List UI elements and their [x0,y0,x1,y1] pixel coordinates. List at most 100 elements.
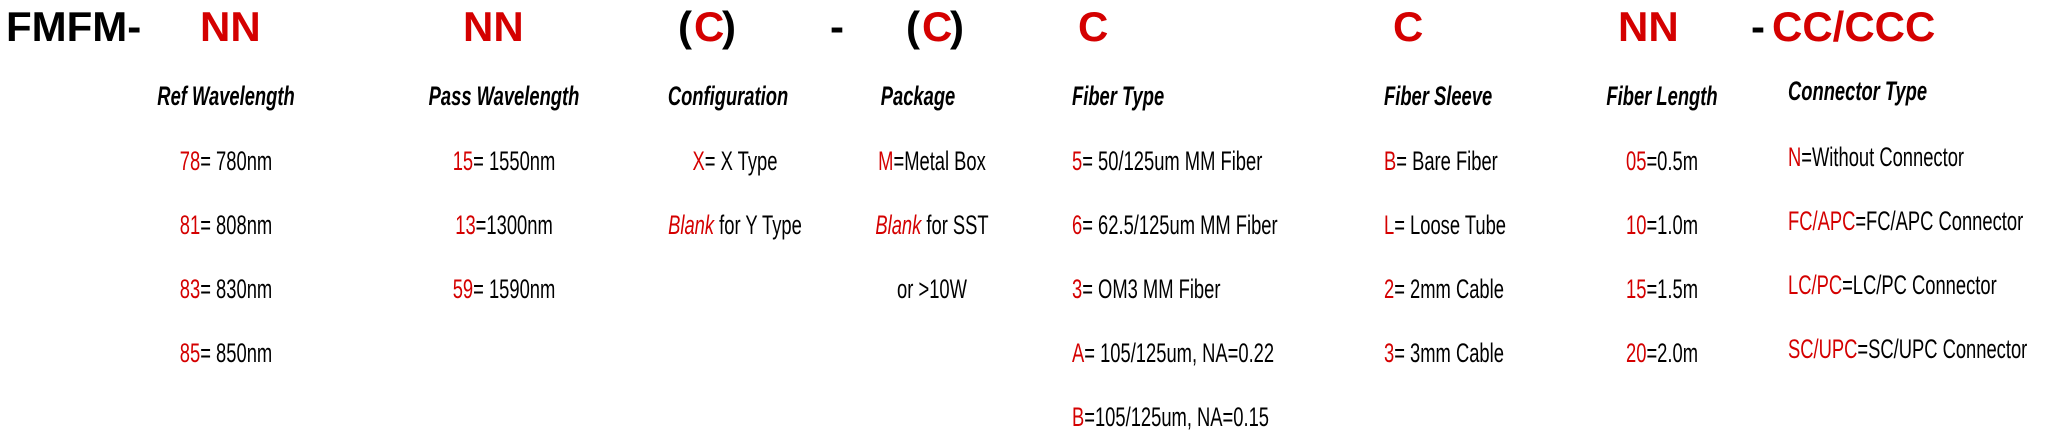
option-code: SC/UPC [1788,334,1858,364]
option-description: = 1550nm [473,146,556,176]
part-number-segment: CC/CCC [1772,3,1936,50]
column-header: Fiber Sleeve [1384,81,1543,111]
option-code: 6 [1072,210,1083,240]
option-code: Blank [668,210,715,240]
option-code: Blank [875,210,922,240]
option-row: SC/UPC=SC/UPC Connector [1788,334,2061,364]
option-description: = 808nm [200,210,273,240]
option-code: 81 [179,210,201,240]
option-code: N [1788,142,1802,172]
option-code: 05 [1626,146,1647,176]
option-row: 2= 2mm Cable [1384,274,1560,304]
option-row: B=105/125um, NA=0.15 [1072,402,1362,432]
option-description: = 780nm [200,146,273,176]
option-row: 20=2.0m [1609,338,1715,368]
column-header-label: Connector Type [1788,76,1928,106]
option-description: =FC/APC Connector [1855,206,2024,236]
option-description: = 2mm Cable [1394,274,1504,304]
option-code: 5 [1072,146,1083,176]
part-number-segment: NN [1618,3,1679,50]
option-code: LC/PC [1788,270,1843,300]
column-header: Configuration [640,81,817,111]
option-row: 59= 1590nm [429,274,580,304]
column-header-label: Pass Wavelength [428,81,580,111]
option-description: or >10W [897,274,967,304]
option-code: 3 [1072,274,1083,304]
option-description: for Y Type [714,210,802,240]
option-code: M [878,146,894,176]
option-description: = 830nm [200,274,273,304]
option-code: L [1384,210,1395,240]
part-number-segment: C [694,3,725,50]
option-code: 15 [452,146,474,176]
option-row: A= 105/125um, NA=0.22 [1072,338,1369,368]
option-row: Blank for Y Type [637,210,834,240]
option-code: 85 [179,338,201,368]
part-number-segment: - [830,3,844,50]
option-description: =SC/UPC Connector [1857,334,2028,364]
part-number-segment: - [1751,3,1765,50]
option-description: = Bare Fiber [1396,146,1498,176]
option-code: 59 [452,274,474,304]
option-description: =1.0m [1646,210,1698,240]
option-row: X= X Type [673,146,798,176]
part-number-segment: ) [722,3,736,50]
option-row: 81= 808nm [158,210,294,240]
option-row: 6= 62.5/125um MM Fiber [1072,210,1374,240]
option-description: =1300nm [475,210,553,240]
part-number-segment: NN [463,3,524,50]
option-description: = X Type [704,146,778,176]
column-header-label: Fiber Sleeve [1384,81,1493,111]
option-row: 3= 3mm Cable [1384,338,1560,368]
option-code: FC/APC [1788,206,1856,236]
option-row: or >10W [881,274,984,304]
option-row: FC/APC=FC/APC Connector [1788,206,2061,236]
column-header-label: Fiber Length [1606,81,1718,111]
option-description: = 105/125um, NA=0.22 [1084,338,1275,368]
option-row: 10=1.0m [1609,210,1715,240]
option-description: = 850nm [200,338,273,368]
option-code: A [1072,338,1085,368]
option-description: = 50/125um MM Fiber [1082,146,1263,176]
option-row: 15= 1550nm [429,146,580,176]
option-row: 13=1300nm [432,210,575,240]
option-row: 05=0.5m [1609,146,1715,176]
column-header: Pass Wavelength [393,81,615,111]
option-row: L= Loose Tube [1384,210,1563,240]
part-number-segment: FMFM- [6,3,142,50]
part-number-segment: ) [950,3,964,50]
part-number-segment: NN [200,3,261,50]
column-header-label: Ref Wavelength [157,81,295,111]
part-number-segment: C [1078,3,1109,50]
column-header: Connector Type [1788,76,1993,106]
option-description: =1.5m [1646,274,1698,304]
column-header: Fiber Type [1072,81,1208,111]
option-code: 15 [1626,274,1647,304]
option-row: 83= 830nm [158,274,294,304]
option-code: 78 [179,146,201,176]
part-number-segment: ( [906,3,920,50]
option-code: B [1072,402,1085,432]
option-description: = 62.5/125um MM Fiber [1082,210,1278,240]
option-row: 3= OM3 MM Fiber [1072,274,1290,304]
part-number-segment: ( [678,3,692,50]
option-description: =2.0m [1646,338,1698,368]
column-header: Ref Wavelength [125,81,327,111]
option-row: 85= 850nm [158,338,294,368]
option-row: 78= 780nm [158,146,294,176]
column-header-label: Package [880,81,956,111]
option-code: X [692,146,705,176]
option-description: = Loose Tube [1394,210,1507,240]
option-code: 3 [1384,338,1395,368]
column-header: Package [863,81,973,111]
option-description: = 3mm Cable [1394,338,1504,368]
column-header-label: Fiber Type [1072,81,1165,111]
option-code: 13 [455,210,476,240]
option-row: N=Without Connector [1788,142,2047,172]
option-description: = OM3 MM Fiber [1082,274,1221,304]
option-code: B [1384,146,1397,176]
option-row: 5= 50/125um MM Fiber [1072,146,1352,176]
option-row: 15=1.5m [1609,274,1715,304]
option-row: B= Bare Fiber [1384,146,1551,176]
column-header-label: Configuration [667,81,789,111]
